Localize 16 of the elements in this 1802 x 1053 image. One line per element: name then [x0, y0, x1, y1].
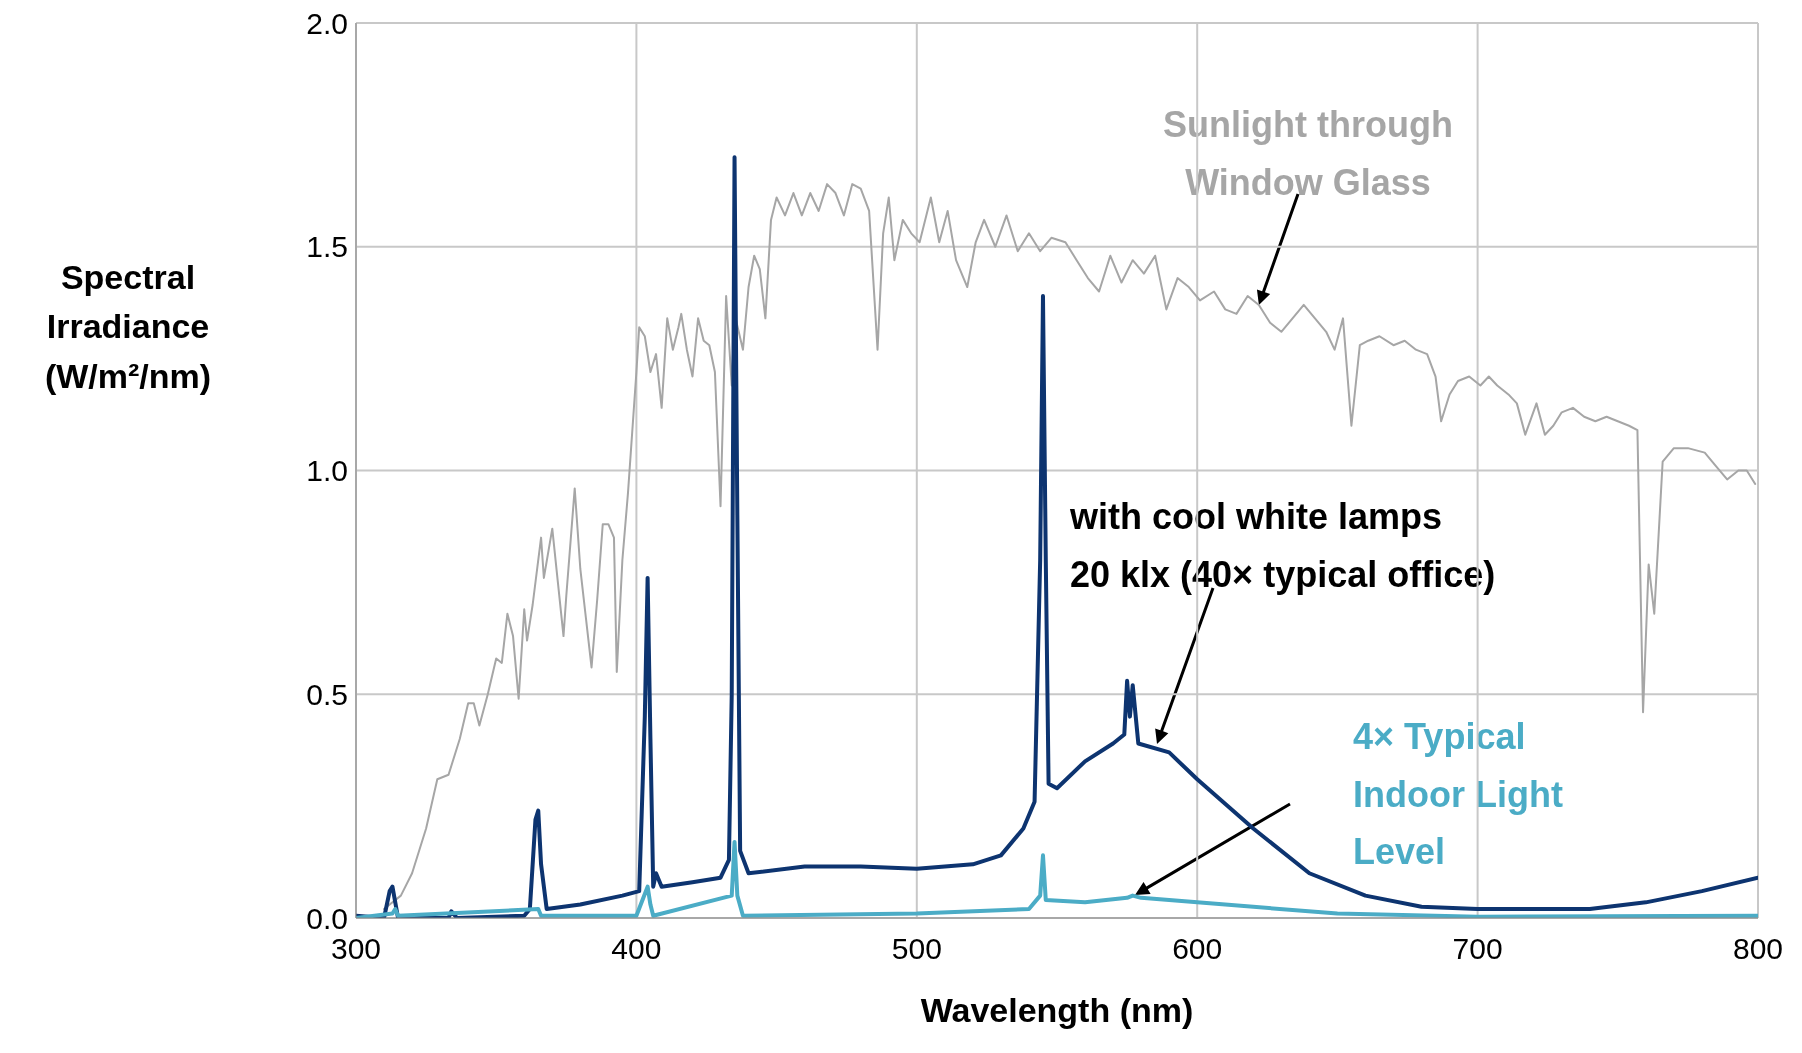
annotation: with cool white lamps 20 klx (40× typical office): [1070, 495, 1497, 597]
y-tick-label: 0.5: [306, 677, 348, 711]
x-tick-label: 400: [611, 932, 662, 966]
x-tick-label: 800: [1732, 932, 1784, 966]
y-axis-title: Spectral Irradiance (W/m²/nm): [43, 257, 213, 397]
y-tick-label: 2.0: [306, 6, 348, 40]
annotation: Sunlight through Window Glass: [1162, 103, 1454, 205]
y-tick-label: 1.5: [306, 230, 348, 264]
x-tick-label: 600: [1172, 932, 1223, 966]
x-tick-label: 700: [1452, 932, 1503, 966]
x-axis-title: Wavelength (nm): [920, 991, 1194, 1030]
y-tick-label: 1.0: [306, 454, 348, 488]
x-tick-label: 500: [891, 932, 942, 966]
y-tick-label: 0.0: [306, 901, 348, 935]
annotation: 4× Typical Indoor Light Level: [1353, 715, 1564, 875]
x-tick-label: 300: [330, 932, 382, 966]
